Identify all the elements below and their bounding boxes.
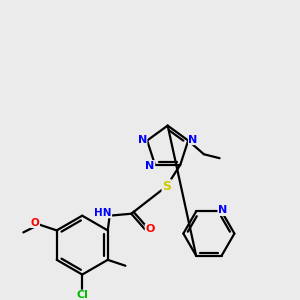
Text: HN: HN — [94, 208, 112, 218]
Text: Cl: Cl — [76, 290, 88, 300]
Text: S: S — [162, 180, 171, 193]
Text: O: O — [145, 224, 154, 234]
Text: N: N — [146, 160, 155, 171]
Text: N: N — [218, 206, 227, 215]
Text: N: N — [188, 134, 198, 145]
Text: N: N — [138, 134, 147, 145]
Text: O: O — [31, 218, 40, 228]
